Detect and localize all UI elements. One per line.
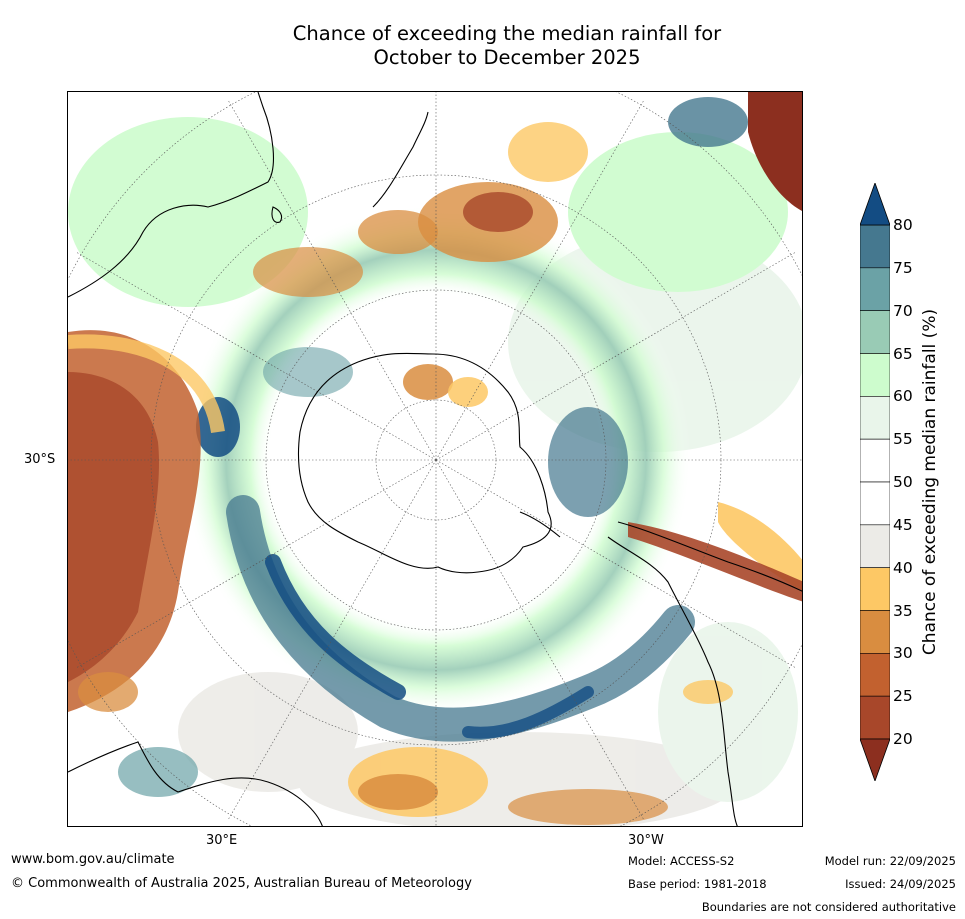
australia-coastline (68, 92, 274, 298)
colorbar-tick-label: 45 (893, 515, 913, 534)
colorbar-tick-label: 30 (893, 644, 913, 663)
colorbar-segment (860, 481, 890, 526)
base-period: Base period: 1981-2018 (628, 877, 767, 891)
dry-regions (68, 92, 802, 825)
model-name: Model: ACCESS-S2 (628, 854, 735, 868)
colorbar-min-arrow (860, 738, 890, 781)
tasmania-coastline (271, 206, 283, 223)
boundaries-disclaimer: Boundaries are not considered authoritat… (701, 900, 956, 914)
model-run-date: Model run: 22/09/2025 (824, 854, 956, 868)
colorbar-tick-label: 25 (893, 687, 913, 706)
issued-date: Issued: 24/09/2025 (845, 877, 956, 891)
lat-label-30s: 30°S (24, 452, 56, 467)
colorbar-segment (860, 653, 890, 697)
colorbar-tick-label: 60 (893, 387, 913, 406)
colorbar-segment (860, 567, 890, 611)
colorbar-tick-label: 55 (893, 430, 913, 449)
colorbar (860, 183, 890, 781)
colorbar-segment (860, 310, 890, 354)
colorbar-segment (860, 353, 890, 397)
colorbar-tick-label: 20 (893, 730, 913, 748)
rainfall-map (67, 91, 803, 827)
colorbar-segment (860, 438, 890, 483)
colorbar-segment (860, 267, 890, 311)
coastlines (68, 92, 802, 826)
map-title: Chance of exceeding the median rainfall … (0, 22, 965, 70)
colorbar-tick-label: 80 (893, 216, 913, 234)
colorbar-tick-label: 50 (893, 473, 913, 491)
colorbar-segment (860, 396, 890, 440)
colorbar-tick-label: 75 (893, 258, 913, 277)
south-america-coastline (607, 521, 802, 826)
antarctica-coastline (297, 352, 552, 574)
copyright-text: © Commonwealth of Australia 2025, Austra… (11, 876, 472, 891)
colorbar-segment (860, 524, 890, 568)
colorbar-tick-label: 40 (893, 558, 913, 577)
colorbar-tick-label: 65 (893, 344, 913, 363)
antarctic-peninsula-coastline (519, 511, 561, 538)
colorbar-segment (860, 610, 890, 654)
title-line-2: October to December 2025 (373, 46, 641, 69)
map-canvas (68, 92, 802, 826)
colorbar-tick-label: 35 (893, 601, 913, 620)
colorbar-tick-label: 70 (893, 301, 913, 320)
colorbar-segment (860, 224, 890, 269)
new-zealand-coastline (372, 111, 429, 208)
graticule (68, 92, 802, 826)
lon-label-30w: 30°W (628, 833, 664, 848)
website-url[interactable]: www.bom.gov.au/climate (11, 852, 175, 867)
africa-coastline (68, 741, 323, 826)
lon-label-30e: 30°E (206, 833, 238, 848)
colorbar-title: Chance of exceeding median rainfall (%) (920, 308, 940, 656)
title-line-1: Chance of exceeding the median rainfall … (292, 22, 722, 45)
colorbar-segment (860, 695, 890, 740)
colorbar-max-arrow (860, 183, 890, 226)
